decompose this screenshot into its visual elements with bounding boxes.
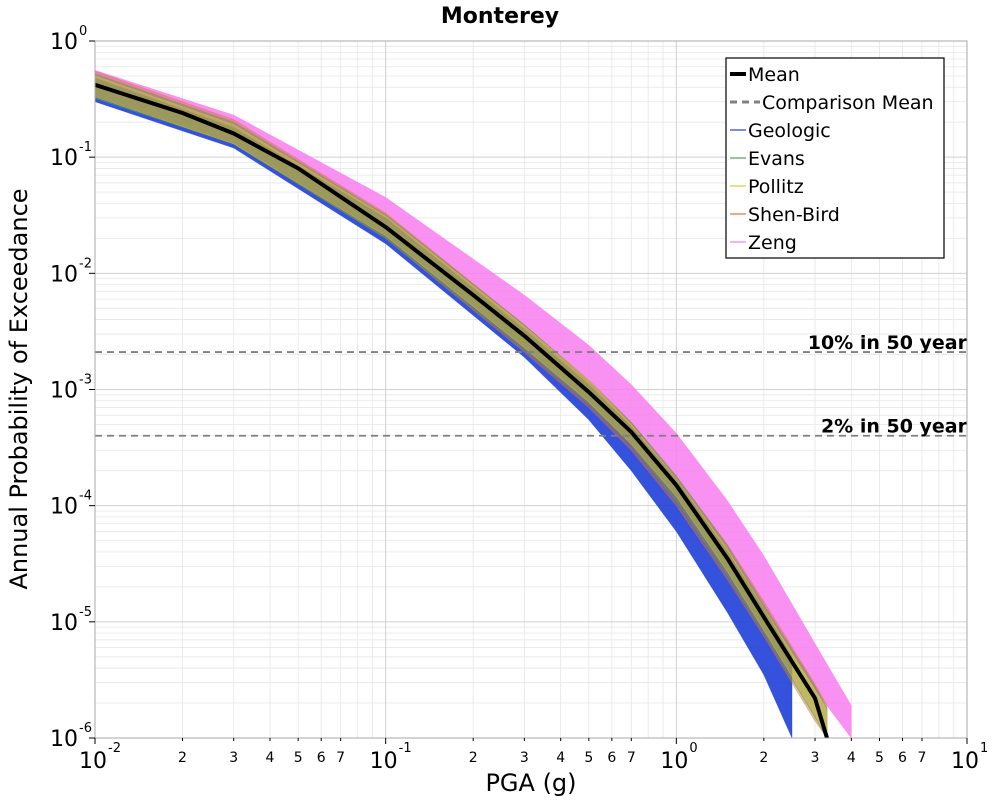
x-tick-label: 10 — [370, 749, 398, 774]
x-minor-tick-label: 3 — [520, 750, 529, 766]
x-minor-tick-label: 6 — [898, 750, 907, 766]
legend: Mean Comparison Mean Geologic Evans Pollitz S… — [725, 57, 945, 259]
x-minor-tick-label: 5 — [584, 750, 593, 766]
x-minor-tick-label: 4 — [556, 750, 565, 766]
x-minor-tick-label: 6 — [317, 750, 326, 766]
y-tick-label: 10 — [50, 262, 78, 287]
x-minor-tick-label: 6 — [607, 750, 616, 766]
x-minor-tick-label: 2 — [178, 750, 187, 766]
reference-line-label: 10% in 50 year — [808, 332, 968, 354]
x-minor-tick-label: 7 — [627, 750, 636, 766]
x-tick-label: 10 — [951, 749, 979, 774]
reference-lines: 10% in 50 year 2% in 50 year — [95, 332, 968, 438]
x-minor-tick-label: 5 — [875, 750, 884, 766]
y-axis-label: Annual Probability of Exceedance — [5, 188, 33, 589]
legend-label: Shen-Bird — [748, 204, 840, 226]
y-tick-label: 10 — [50, 727, 78, 752]
y-tick-label: 10 — [50, 379, 78, 404]
legend-box — [725, 57, 945, 259]
x-tick-exponent: -2 — [108, 741, 121, 756]
legend-label: Pollitz — [748, 176, 804, 198]
y-tick-label: 10 — [50, 30, 78, 55]
x-tick-exponent: -1 — [399, 741, 412, 756]
x-minor-tick-label: 3 — [811, 750, 820, 766]
x-minor-tick-label: 2 — [469, 750, 478, 766]
legend-label: Comparison Mean — [762, 92, 934, 114]
x-minor-tick-label: 7 — [336, 750, 345, 766]
x-tick-exponent: 0 — [689, 741, 697, 756]
x-minor-tick-label: 7 — [918, 750, 927, 766]
y-tick-exponent: -5 — [79, 605, 92, 620]
y-tick-exponent: -6 — [79, 721, 92, 736]
x-minor-tick-label: 5 — [294, 750, 303, 766]
y-tick-exponent: 0 — [79, 24, 87, 39]
legend-label: Mean — [748, 64, 800, 86]
y-tick-label: 10 — [50, 611, 78, 636]
x-minor-tick-label: 4 — [847, 750, 856, 766]
legend-label: Zeng — [748, 232, 797, 254]
x-minor-tick-label: 4 — [266, 750, 275, 766]
y-tick-label: 10 — [50, 146, 78, 171]
x-axis-label: PGA (g) — [485, 769, 576, 797]
mean-curve — [94, 82, 829, 739]
x-minor-tick-label: 3 — [229, 750, 238, 766]
legend-label: Evans — [748, 148, 805, 170]
x-minor-tick-label: 2 — [759, 750, 768, 766]
legend-label: Geologic — [748, 120, 831, 142]
series-mean — [94, 82, 829, 739]
y-tick-exponent: -1 — [79, 140, 92, 155]
x-tick-label: 10 — [660, 749, 688, 774]
x-tick-exponent: 1 — [980, 741, 988, 756]
y-tick-exponent: -2 — [79, 256, 92, 271]
y-tick-exponent: -3 — [79, 373, 92, 388]
y-tick-exponent: -4 — [79, 489, 92, 504]
chart-title: Monterey — [441, 4, 559, 29]
reference-line-label: 2% in 50 year — [821, 416, 968, 438]
y-tick-label: 10 — [50, 495, 78, 520]
x-tick-label: 10 — [79, 749, 107, 774]
